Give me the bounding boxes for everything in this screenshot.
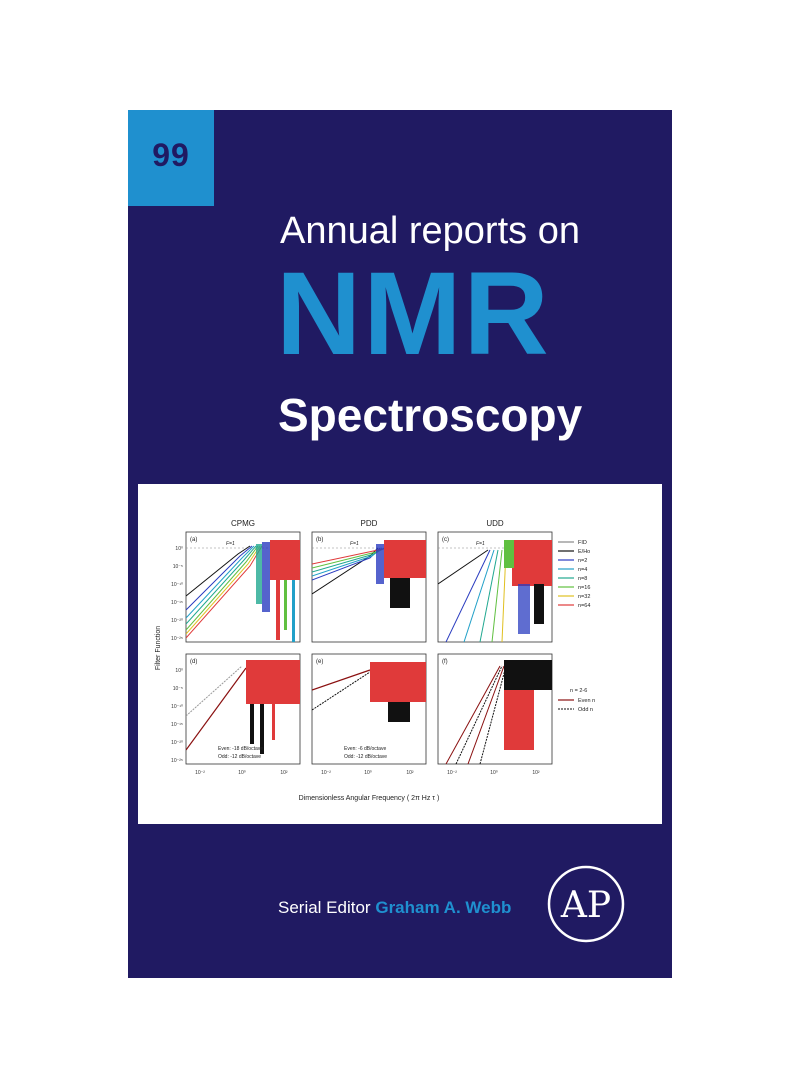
- volume-number: 99: [152, 137, 190, 174]
- legend-top: FID E/Ho n=2 n=4 n=8 n=16 n=32 n=64: [558, 540, 590, 609]
- y-tick: 10⁻¹⁰: [171, 582, 183, 588]
- y-tick: 10⁰: [175, 546, 183, 552]
- x-tick: 10⁰: [490, 770, 498, 776]
- y-tick: 10⁻⁵: [173, 686, 183, 692]
- x-tick: 10⁰: [238, 770, 246, 776]
- y-tick: 10⁰: [175, 668, 183, 674]
- y-tick: 10⁻¹⁵: [171, 722, 183, 728]
- x-tick: 10²: [532, 770, 540, 776]
- panel-label-b: (b): [316, 537, 323, 543]
- legend-label-0: FID: [578, 540, 587, 546]
- ap-publisher-logo: AP: [546, 864, 626, 944]
- x-tick: 10²: [406, 770, 414, 776]
- panel-e-annotation-even: Even: -6 dB/octave: [344, 746, 386, 752]
- panel-c-f1-label: F=1: [476, 541, 485, 547]
- y-tick: 10⁻¹⁵: [171, 600, 183, 606]
- panel-label-d: (d): [190, 659, 197, 665]
- panel-d: (d) Even: -18 dB/octave Odd: -12 dB/octa…: [186, 654, 300, 764]
- panel-a: (a) F=1: [186, 532, 300, 642]
- legend-label-7: n=64: [578, 603, 590, 609]
- legend-bottom-title: n = 2-6: [570, 688, 587, 694]
- x-tick: 10⁻²: [195, 770, 205, 776]
- column-title-udd: UDD: [486, 519, 504, 528]
- panel-e-annotation-odd: Odd: -12 dB/octave: [344, 754, 387, 760]
- y-tick: 10⁻²⁵: [171, 636, 183, 642]
- book-cover: 99 Annual reports on NMR Spectroscopy CP…: [128, 110, 672, 978]
- x-tick: 10⁰: [364, 770, 372, 776]
- panel-e: (e) Even: -6 dB/octave Odd: -12 dB/octav…: [312, 654, 426, 764]
- panel-label-c: (c): [442, 537, 449, 543]
- panel-label-e: (e): [316, 659, 323, 665]
- legend-label-5: n=16: [578, 585, 590, 591]
- y-tick: 10⁻⁵: [173, 564, 183, 570]
- x-tick: 10⁻²: [447, 770, 457, 776]
- editor-name: Graham A. Webb: [375, 898, 511, 917]
- panel-b: (b) F=1: [312, 532, 426, 642]
- y-tick: 10⁻²⁵: [171, 758, 183, 764]
- title-line-2: NMR: [276, 248, 551, 380]
- legend-label-6: n=32: [578, 594, 590, 600]
- panel-label-a: (a): [190, 537, 197, 543]
- panel-label-f: (f): [442, 659, 448, 665]
- x-axis-label: Dimensionless Angular Frequency ( 2π Hz …: [299, 795, 440, 802]
- y-tick: 10⁻²⁰: [171, 740, 183, 746]
- title-line-1: Annual reports on: [280, 210, 580, 253]
- legend-even-label: Even n: [578, 698, 595, 704]
- legend-label-1: E/Ho: [578, 549, 590, 555]
- serial-editor-line: Serial Editor Graham A. Webb: [278, 898, 511, 918]
- y-ticks-bottom: 10⁰ 10⁻⁵ 10⁻¹⁰ 10⁻¹⁵ 10⁻²⁰ 10⁻²⁵: [171, 668, 183, 764]
- column-title-pdd: PDD: [361, 519, 378, 528]
- panel-f: (f): [438, 654, 552, 764]
- x-ticks: 10⁻² 10⁰ 10² 10⁻² 10⁰ 10² 10⁻² 10⁰ 10²: [195, 770, 540, 776]
- legend-odd-label: Odd n: [578, 707, 593, 713]
- legend-label-4: n=8: [578, 576, 587, 582]
- column-title-cpmg: CPMG: [231, 519, 255, 528]
- x-tick: 10²: [280, 770, 288, 776]
- panel-d-annotation-even: Even: -18 dB/octave: [218, 746, 263, 752]
- x-tick: 10⁻²: [321, 770, 331, 776]
- panel-c: (c) F=1: [438, 532, 552, 642]
- filter-function-figure: CPMG PDD UDD Filter Function Dimensionle…: [138, 484, 662, 824]
- y-tick: 10⁻¹⁰: [171, 704, 183, 710]
- legend-label-3: n=4: [578, 567, 587, 573]
- ap-logo-text: AP: [560, 885, 611, 926]
- volume-badge: 99: [128, 110, 214, 206]
- panel-a-f1-label: F=1: [226, 541, 235, 547]
- y-axis-label: Filter Function: [155, 626, 162, 670]
- y-tick: 10⁻²⁰: [171, 618, 183, 624]
- panel-d-annotation-odd: Odd: -12 dB/octave: [218, 754, 261, 760]
- legend-bottom: n = 2-6 Even n Odd n: [558, 688, 595, 713]
- y-ticks-top: 10⁰ 10⁻⁵ 10⁻¹⁰ 10⁻¹⁵ 10⁻²⁰ 10⁻²⁵: [171, 546, 183, 642]
- title-line-3: Spectroscopy: [278, 388, 582, 442]
- cover-figure: CPMG PDD UDD Filter Function Dimensionle…: [138, 484, 662, 824]
- editor-label: Serial Editor: [278, 898, 371, 917]
- legend-label-2: n=2: [578, 558, 587, 564]
- panel-b-f1-label: F=1: [350, 541, 359, 547]
